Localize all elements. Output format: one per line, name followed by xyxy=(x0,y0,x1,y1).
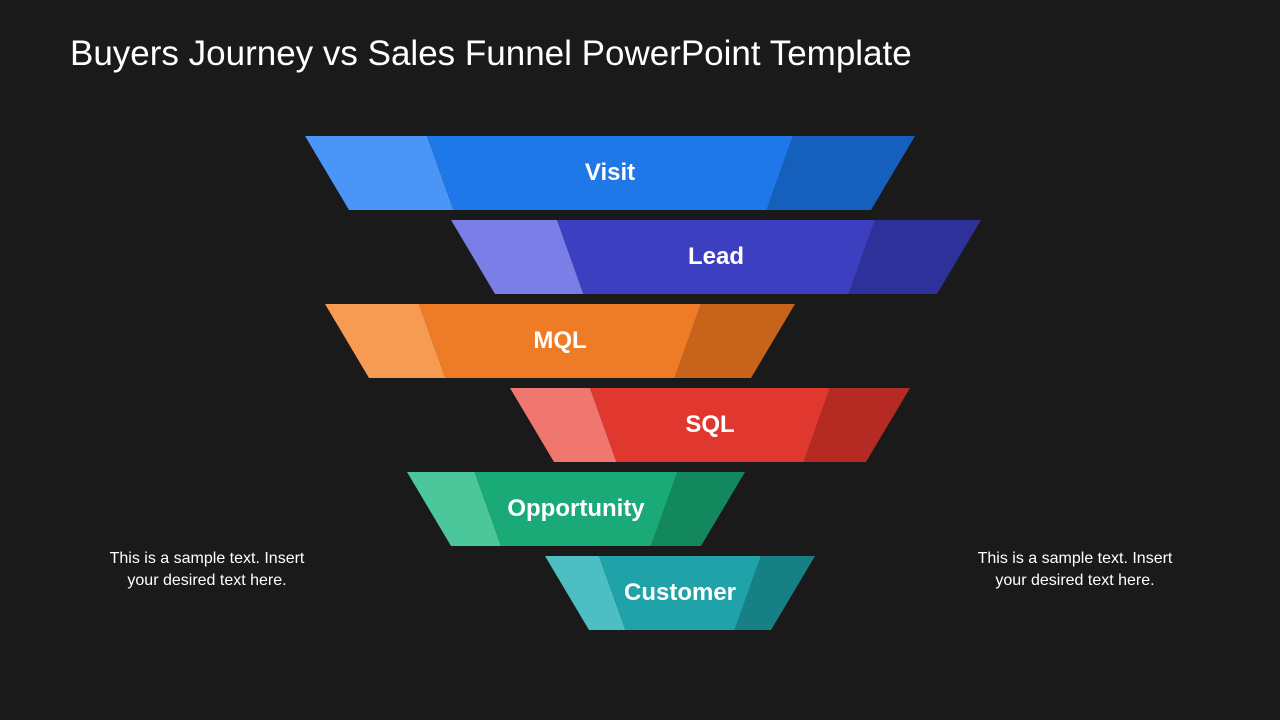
funnel-stage-label: Visit xyxy=(305,136,915,210)
funnel-stage-label: MQL xyxy=(325,304,795,378)
funnel-stage-label: Customer xyxy=(545,556,815,630)
funnel-stage-visit: Visit xyxy=(305,136,915,210)
funnel-stage-label: SQL xyxy=(510,388,910,462)
funnel-stage-label: Opportunity xyxy=(407,472,745,546)
funnel-stage-mql: MQL xyxy=(325,304,795,378)
slide: Buyers Journey vs Sales Funnel PowerPoin… xyxy=(0,0,1280,720)
funnel-stage-opportunity: Opportunity xyxy=(407,472,745,546)
funnel-stage-sql: SQL xyxy=(510,388,910,462)
funnel-stage-label: Lead xyxy=(451,220,981,294)
funnel-stage-customer: Customer xyxy=(545,556,815,630)
funnel-stage-lead: Lead xyxy=(451,220,981,294)
funnel-diagram: Visit Lead MQL SQL Opportunity Customer xyxy=(0,0,1280,720)
